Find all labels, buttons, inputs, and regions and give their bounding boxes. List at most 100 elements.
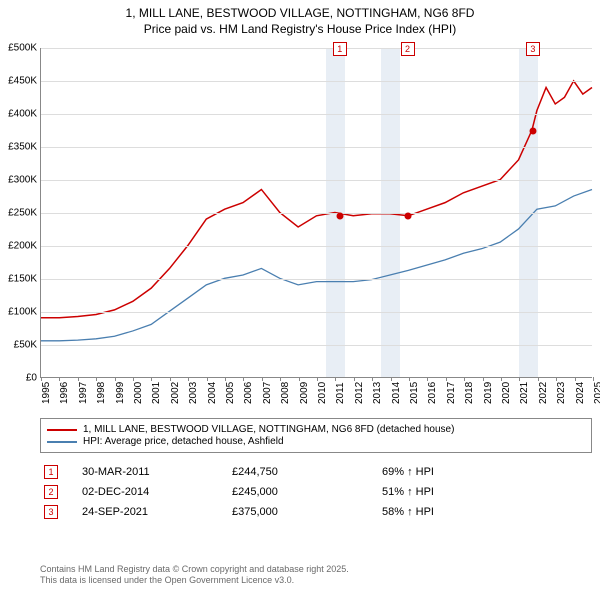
y-tick-label: £300K bbox=[1, 175, 37, 186]
x-tick bbox=[225, 377, 226, 381]
x-tick-label: 2021 bbox=[519, 382, 530, 404]
x-tick bbox=[115, 377, 116, 381]
x-tick bbox=[335, 377, 336, 381]
y-tick-label: £350K bbox=[1, 142, 37, 153]
x-tick-label: 2002 bbox=[170, 382, 181, 404]
sale-date: 30-MAR-2011 bbox=[82, 466, 232, 478]
chart-title: 1, MILL LANE, BESTWOOD VILLAGE, NOTTINGH… bbox=[0, 0, 600, 37]
gridline bbox=[41, 246, 592, 247]
x-tick-label: 2008 bbox=[280, 382, 291, 404]
x-tick bbox=[262, 377, 263, 381]
x-tick-label: 2012 bbox=[354, 382, 365, 404]
x-tick-label: 2003 bbox=[188, 382, 199, 404]
table-row: 3 24-SEP-2021 £375,000 58% ↑ HPI bbox=[40, 502, 592, 522]
sale-price: £375,000 bbox=[232, 506, 382, 518]
x-tick-label: 2007 bbox=[262, 382, 273, 404]
x-tick-label: 1998 bbox=[96, 382, 107, 404]
x-tick bbox=[575, 377, 576, 381]
x-tick bbox=[391, 377, 392, 381]
y-tick-label: £500K bbox=[1, 43, 37, 54]
x-tick bbox=[59, 377, 60, 381]
x-tick bbox=[170, 377, 171, 381]
sales-table: 1 30-MAR-2011 £244,750 69% ↑ HPI 2 02-DE… bbox=[40, 462, 592, 522]
x-tick bbox=[483, 377, 484, 381]
sale-diff: 51% ↑ HPI bbox=[382, 486, 532, 498]
x-tick bbox=[133, 377, 134, 381]
x-tick-label: 2005 bbox=[225, 382, 236, 404]
sale-price: £245,000 bbox=[232, 486, 382, 498]
x-tick bbox=[427, 377, 428, 381]
gridline bbox=[41, 48, 592, 49]
x-tick bbox=[556, 377, 557, 381]
title-line1: 1, MILL LANE, BESTWOOD VILLAGE, NOTTINGH… bbox=[0, 6, 600, 22]
x-tick bbox=[538, 377, 539, 381]
plot-area: £0£50K£100K£150K£200K£250K£300K£350K£400… bbox=[40, 48, 592, 378]
marker-label: 1 bbox=[333, 42, 347, 56]
x-tick bbox=[243, 377, 244, 381]
x-tick-label: 2017 bbox=[446, 382, 457, 404]
legend: 1, MILL LANE, BESTWOOD VILLAGE, NOTTINGH… bbox=[40, 418, 592, 453]
marker-label: 3 bbox=[526, 42, 540, 56]
x-tick bbox=[372, 377, 373, 381]
x-tick-label: 2000 bbox=[133, 382, 144, 404]
marker-dot bbox=[529, 127, 536, 134]
legend-label: 1, MILL LANE, BESTWOOD VILLAGE, NOTTINGH… bbox=[83, 424, 454, 435]
marker-badge: 1 bbox=[44, 465, 58, 479]
x-tick bbox=[317, 377, 318, 381]
sale-date: 24-SEP-2021 bbox=[82, 506, 232, 518]
y-tick-label: £0 bbox=[1, 373, 37, 384]
gridline bbox=[41, 312, 592, 313]
sale-diff: 58% ↑ HPI bbox=[382, 506, 532, 518]
x-tick-label: 2009 bbox=[299, 382, 310, 404]
sale-price: £244,750 bbox=[232, 466, 382, 478]
legend-swatch bbox=[47, 429, 77, 431]
marker-dot bbox=[404, 213, 411, 220]
x-tick bbox=[464, 377, 465, 381]
gridline bbox=[41, 345, 592, 346]
x-tick-label: 2014 bbox=[391, 382, 402, 404]
title-line2: Price paid vs. HM Land Registry's House … bbox=[0, 22, 600, 38]
table-row: 2 02-DEC-2014 £245,000 51% ↑ HPI bbox=[40, 482, 592, 502]
legend-label: HPI: Average price, detached house, Ashf… bbox=[83, 436, 284, 447]
x-tick bbox=[299, 377, 300, 381]
x-tick-label: 2019 bbox=[483, 382, 494, 404]
legend-swatch bbox=[47, 441, 77, 443]
x-tick bbox=[188, 377, 189, 381]
x-tick bbox=[207, 377, 208, 381]
y-tick-label: £250K bbox=[1, 208, 37, 219]
x-tick bbox=[446, 377, 447, 381]
y-tick-label: £200K bbox=[1, 241, 37, 252]
x-tick-label: 2010 bbox=[317, 382, 328, 404]
legend-item: 1, MILL LANE, BESTWOOD VILLAGE, NOTTINGH… bbox=[47, 424, 585, 435]
x-tick-label: 2018 bbox=[464, 382, 475, 404]
x-tick bbox=[354, 377, 355, 381]
x-tick-label: 1996 bbox=[59, 382, 70, 404]
gridline bbox=[41, 213, 592, 214]
x-tick-label: 2024 bbox=[575, 382, 586, 404]
x-tick-label: 2004 bbox=[207, 382, 218, 404]
x-tick bbox=[78, 377, 79, 381]
marker-badge: 2 bbox=[44, 485, 58, 499]
chart-container: 1, MILL LANE, BESTWOOD VILLAGE, NOTTINGH… bbox=[0, 0, 600, 590]
footer-line2: This data is licensed under the Open Gov… bbox=[40, 575, 349, 586]
gridline bbox=[41, 180, 592, 181]
x-tick bbox=[519, 377, 520, 381]
x-tick-label: 2016 bbox=[427, 382, 438, 404]
x-tick-label: 2011 bbox=[335, 382, 346, 404]
footer-line1: Contains HM Land Registry data © Crown c… bbox=[40, 564, 349, 575]
x-tick-label: 2023 bbox=[556, 382, 567, 404]
gridline bbox=[41, 279, 592, 280]
gridline bbox=[41, 81, 592, 82]
x-tick bbox=[96, 377, 97, 381]
y-tick-label: £150K bbox=[1, 274, 37, 285]
x-tick bbox=[409, 377, 410, 381]
marker-dot bbox=[336, 213, 343, 220]
marker-label: 2 bbox=[401, 42, 415, 56]
x-tick-label: 2013 bbox=[372, 382, 383, 404]
y-tick-label: £100K bbox=[1, 307, 37, 318]
legend-item: HPI: Average price, detached house, Ashf… bbox=[47, 436, 585, 447]
x-tick-label: 2022 bbox=[538, 382, 549, 404]
y-tick-label: £50K bbox=[1, 340, 37, 351]
x-tick bbox=[501, 377, 502, 381]
sale-date: 02-DEC-2014 bbox=[82, 486, 232, 498]
